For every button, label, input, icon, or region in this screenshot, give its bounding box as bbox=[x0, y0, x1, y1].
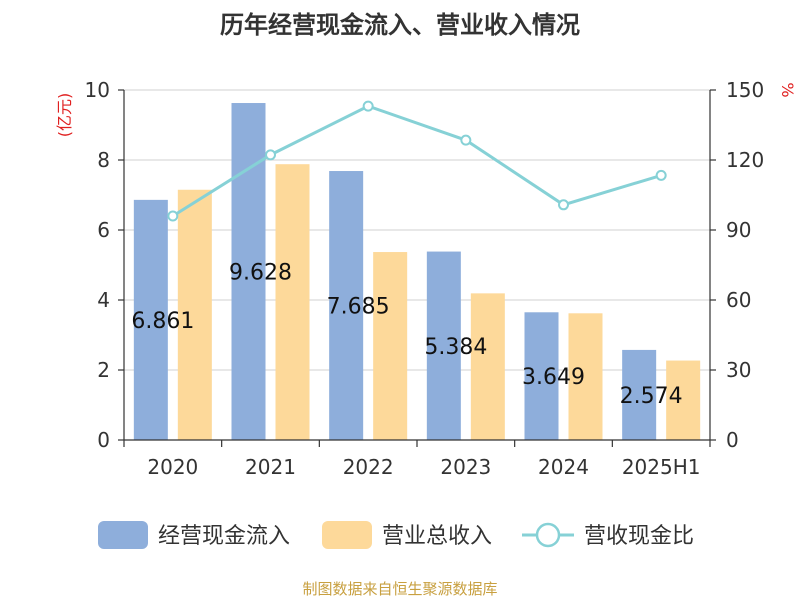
y-left-tick-label: 2 bbox=[97, 358, 110, 382]
legend: 经营现金流入 营业总收入 营收现金比 bbox=[98, 521, 694, 549]
bar-cash-inflow bbox=[133, 199, 168, 440]
ratio-point bbox=[265, 149, 276, 161]
bar-cash-inflow bbox=[622, 349, 657, 440]
y-right-tick-label: 60 bbox=[726, 288, 751, 312]
y-right-unit-label: % bbox=[778, 82, 797, 97]
y-right-tick-label: 120 bbox=[726, 148, 764, 172]
ratio-point bbox=[167, 210, 179, 222]
ratio-polyline bbox=[172, 104, 662, 218]
ratio-point bbox=[362, 100, 374, 112]
bar-cash-inflow bbox=[329, 171, 364, 440]
data-label: 2.574 bbox=[620, 384, 683, 409]
data-label: 5.384 bbox=[424, 335, 487, 360]
x-tick-label: 2025H1 bbox=[622, 455, 701, 479]
chart-title: 历年经营现金流入、营业收入情况 bbox=[220, 11, 580, 39]
x-tick-label: 2023 bbox=[440, 455, 491, 479]
legend-swatch-cash-inflow bbox=[98, 521, 148, 549]
bar-revenue bbox=[373, 252, 408, 440]
x-tick-label: 2020 bbox=[147, 455, 198, 479]
bar-revenue bbox=[177, 189, 212, 440]
bar-cash-inflow bbox=[231, 103, 266, 441]
y-left-tick-label: 10 bbox=[85, 78, 110, 102]
data-labels: 6.861 9.628 7.685 5.384 3.649 2.574 bbox=[131, 261, 682, 409]
ratio-point bbox=[558, 199, 569, 211]
data-label: 7.685 bbox=[327, 295, 390, 320]
data-label: 6.861 bbox=[131, 309, 194, 334]
bar-cash-inflow bbox=[426, 251, 461, 440]
y-left-tick-label: 0 bbox=[97, 428, 110, 452]
bar-cash-inflow bbox=[524, 312, 559, 440]
data-label: 3.649 bbox=[522, 365, 585, 390]
y-right-tick-label: 90 bbox=[726, 218, 751, 242]
y-left-tick-label: 6 bbox=[97, 218, 110, 242]
x-tick-label: 2024 bbox=[538, 455, 589, 479]
legend-swatch-revenue bbox=[322, 521, 372, 549]
ratio-point bbox=[460, 134, 472, 146]
gridlines bbox=[124, 89, 710, 371]
bars bbox=[133, 103, 701, 441]
y-left-tick-label: 4 bbox=[97, 288, 110, 312]
y-right-tick-label: 150 bbox=[726, 78, 764, 102]
bar-revenue bbox=[275, 164, 310, 440]
legend-label-ratio: 营收现金比 bbox=[584, 524, 694, 549]
y-right-tick-label: 30 bbox=[726, 358, 751, 382]
legend-swatch-ratio-marker bbox=[535, 522, 561, 548]
axes: 0 2 4 6 8 10 0 30 60 90 120 150 2020 2021 2022 2023 2024… bbox=[85, 78, 765, 479]
bar-revenue bbox=[568, 313, 603, 440]
data-label: 9.628 bbox=[229, 261, 292, 286]
legend-label-revenue: 营业总收入 bbox=[382, 524, 492, 549]
bar-revenue bbox=[666, 360, 701, 440]
x-tick-label: 2021 bbox=[245, 455, 296, 479]
y-right-tick-label: 0 bbox=[726, 428, 739, 452]
y-left-tick-label: 8 bbox=[97, 148, 110, 172]
bar-revenue bbox=[470, 293, 505, 440]
legend-label-cash-inflow: 经营现金流入 bbox=[158, 524, 290, 549]
ratio-line bbox=[167, 100, 667, 222]
ratio-point bbox=[655, 169, 667, 181]
x-tick-label: 2022 bbox=[343, 455, 394, 479]
source-note: 制图数据来自恒生聚源数据库 bbox=[302, 580, 497, 598]
y-left-unit-label: (亿元) bbox=[55, 93, 74, 138]
